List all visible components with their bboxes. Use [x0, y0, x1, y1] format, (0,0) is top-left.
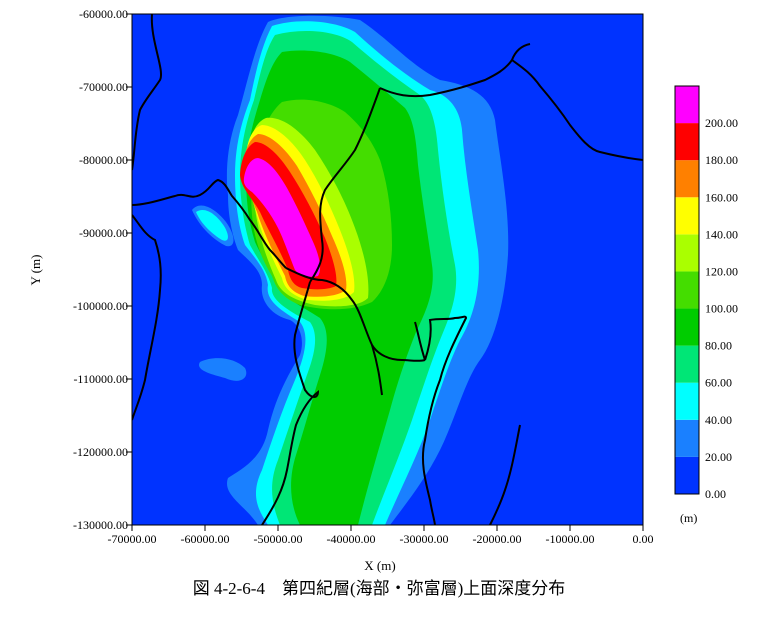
- figure-caption: 図 4-2-6-4 第四紀層(海部・弥富層)上面深度分布: [192, 579, 566, 598]
- colorbar-unit: (m): [680, 511, 697, 525]
- colorbar-swatch: [675, 86, 699, 124]
- colorbar-swatch: [675, 308, 699, 346]
- x-tick-label: -50000.00: [254, 532, 303, 546]
- colorbar-swatch: [675, 419, 699, 457]
- y-tick-label: -70000.00: [79, 80, 128, 94]
- y-tick-label: -100000.00: [73, 299, 128, 313]
- x-tick-label: -40000.00: [327, 532, 376, 546]
- colorbar-swatch: [675, 345, 699, 383]
- x-tick-label: -60000.00: [181, 532, 230, 546]
- colorbar: 0.00 20.00 40.00 60.00 80.00 100.00 120.00 140.…: [674, 85, 738, 501]
- colorbar-label: 100.00: [705, 302, 738, 316]
- x-tick-label: 0.00: [633, 532, 654, 546]
- colorbar-swatch: [675, 197, 699, 235]
- x-tick-label: -30000.00: [400, 532, 449, 546]
- colorbar-label: 160.00: [705, 190, 738, 204]
- colorbar-label: 0.00: [705, 487, 726, 501]
- colorbar-swatch: [675, 123, 699, 161]
- x-axis-title: X (m): [364, 558, 395, 573]
- x-axis: -70000.00 -60000.00 -50000.00 -40000.00 -300…: [108, 525, 654, 546]
- colorbar-frame: [674, 85, 700, 495]
- colorbar-swatch: [675, 271, 699, 309]
- y-tick-label: -120000.00: [73, 445, 128, 459]
- y-tick-label: -90000.00: [79, 226, 128, 240]
- plot-frame: [131, 13, 644, 526]
- colorbar-label: 80.00: [705, 339, 732, 353]
- level-200-plus: [243, 158, 321, 277]
- colorbar-label: 20.00: [705, 450, 732, 464]
- colorbar-label: 60.00: [705, 376, 732, 390]
- colorbar-swatch: [675, 160, 699, 198]
- colorbar-swatch: [675, 456, 699, 494]
- y-tick-label: -110000.00: [73, 372, 128, 386]
- y-tick-label: -60000.00: [79, 7, 128, 21]
- plot-area: [132, 14, 643, 525]
- x-tick-label: -20000.00: [473, 532, 522, 546]
- colorbar-label: 120.00: [705, 264, 738, 278]
- level-40-60-island: [196, 209, 228, 241]
- colorbar-swatch: [675, 382, 699, 420]
- y-tick-label: -130000.00: [73, 518, 128, 532]
- coastline: [132, 14, 643, 525]
- colorbar-swatch: [675, 234, 699, 272]
- y-tick-label: -80000.00: [79, 153, 128, 167]
- y-axis: -60000.00 -70000.00 -80000.00 -90000.00 -100…: [73, 7, 132, 532]
- colorbar-label: 140.00: [705, 227, 738, 241]
- x-tick-label: -10000.00: [546, 532, 595, 546]
- level-20-40-blob: [199, 358, 247, 381]
- colorbar-label: 180.00: [705, 153, 738, 167]
- colorbar-label: 40.00: [705, 413, 732, 427]
- colorbar-label: 200.00: [705, 116, 738, 130]
- x-tick-label: -70000.00: [108, 532, 157, 546]
- y-axis-title: Y (m): [28, 255, 43, 286]
